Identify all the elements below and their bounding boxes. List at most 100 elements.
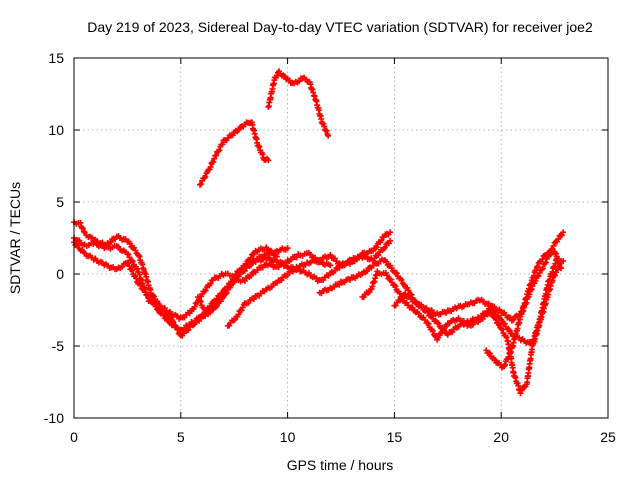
data-point bbox=[151, 293, 158, 300]
data-point bbox=[213, 152, 220, 159]
data-point bbox=[259, 151, 266, 158]
data-point bbox=[440, 326, 447, 333]
data-point bbox=[327, 251, 334, 258]
chart-title: Day 219 of 2023, Sidereal Day-to-day VTE… bbox=[87, 19, 593, 35]
x-tick-label: 10 bbox=[280, 429, 296, 445]
data-point bbox=[336, 281, 343, 288]
data-point bbox=[197, 298, 204, 305]
data-point bbox=[235, 271, 242, 278]
series-track-i bbox=[483, 248, 565, 371]
data-point bbox=[558, 265, 565, 272]
data-point bbox=[228, 279, 235, 286]
data-point bbox=[327, 262, 334, 269]
x-tick-label: 15 bbox=[387, 429, 403, 445]
data-point bbox=[247, 254, 254, 261]
data-point bbox=[185, 326, 192, 333]
data-point bbox=[387, 276, 394, 283]
y-axis-label: SDTVAR / TECUs bbox=[7, 182, 23, 294]
data-point bbox=[263, 244, 270, 251]
data-point bbox=[191, 303, 198, 310]
data-point bbox=[539, 256, 546, 263]
data-point bbox=[216, 147, 223, 154]
grid bbox=[74, 58, 608, 418]
data-point bbox=[174, 326, 181, 333]
data-point bbox=[552, 269, 559, 276]
data-point bbox=[202, 287, 209, 294]
data-point bbox=[107, 239, 114, 246]
data-point bbox=[194, 294, 201, 301]
data-point bbox=[382, 244, 389, 251]
series-track-e bbox=[224, 229, 394, 329]
data-point bbox=[134, 265, 141, 272]
data-point bbox=[506, 327, 513, 334]
data-point bbox=[218, 291, 225, 298]
data-point bbox=[191, 321, 198, 328]
data-point bbox=[505, 326, 512, 333]
data-point bbox=[210, 158, 217, 165]
data-point bbox=[273, 253, 280, 260]
data-point bbox=[198, 181, 205, 188]
x-tick-label: 25 bbox=[600, 429, 616, 445]
data-point bbox=[435, 334, 442, 341]
data-point bbox=[560, 229, 567, 236]
data-point bbox=[418, 303, 425, 310]
data-point bbox=[378, 237, 385, 244]
axis-tick-labels: 0 5 10 15 20 25 -10 -5 0 5 10 15 bbox=[44, 50, 616, 445]
data-point bbox=[80, 228, 87, 235]
x-tick-label: 20 bbox=[493, 429, 509, 445]
data-point bbox=[202, 173, 209, 180]
data-point bbox=[128, 257, 135, 264]
data-point bbox=[502, 361, 509, 368]
series-track-c bbox=[71, 219, 280, 322]
data-point bbox=[541, 260, 548, 267]
data-point bbox=[399, 280, 406, 287]
data-point bbox=[485, 300, 492, 307]
data-point bbox=[284, 245, 291, 252]
data-point bbox=[325, 132, 332, 139]
data-point bbox=[321, 123, 328, 130]
data-point bbox=[219, 141, 226, 148]
data-point bbox=[201, 288, 208, 295]
data-point bbox=[491, 308, 498, 315]
data-point bbox=[201, 306, 208, 313]
data-point bbox=[238, 307, 245, 314]
series-track-d bbox=[194, 237, 394, 318]
y-tick-label: -10 bbox=[44, 410, 64, 426]
data-point bbox=[398, 276, 405, 283]
data-point bbox=[387, 237, 394, 244]
data-point bbox=[88, 234, 95, 241]
data-point bbox=[496, 306, 503, 313]
data-point bbox=[392, 283, 399, 290]
data-point bbox=[498, 325, 505, 332]
data-point bbox=[393, 270, 400, 277]
series-track-h bbox=[391, 258, 565, 348]
data-point bbox=[373, 244, 380, 251]
data-point bbox=[217, 294, 224, 301]
data-point bbox=[256, 143, 263, 150]
data-point bbox=[538, 266, 545, 273]
data-point bbox=[207, 163, 214, 170]
data-point bbox=[552, 272, 559, 279]
data-point bbox=[498, 316, 505, 323]
data-point bbox=[503, 334, 510, 341]
y-tick-label: 5 bbox=[56, 194, 64, 210]
data-point bbox=[398, 296, 405, 303]
data-point bbox=[505, 354, 512, 361]
data-point bbox=[79, 225, 86, 232]
plot-frame bbox=[73, 57, 609, 419]
data-point bbox=[196, 297, 203, 304]
data-point bbox=[127, 240, 134, 247]
data-point bbox=[293, 254, 300, 261]
data-point bbox=[126, 263, 133, 270]
data-point bbox=[213, 302, 220, 309]
series-track-k bbox=[265, 68, 332, 139]
data-point bbox=[501, 320, 508, 327]
data-point bbox=[510, 316, 517, 323]
data-point bbox=[550, 242, 557, 249]
data-point bbox=[129, 258, 136, 265]
y-tick-label: -5 bbox=[52, 338, 65, 354]
x-axis-label: GPS time / hours bbox=[287, 457, 394, 473]
data-point bbox=[235, 126, 242, 133]
data-point bbox=[77, 219, 84, 226]
